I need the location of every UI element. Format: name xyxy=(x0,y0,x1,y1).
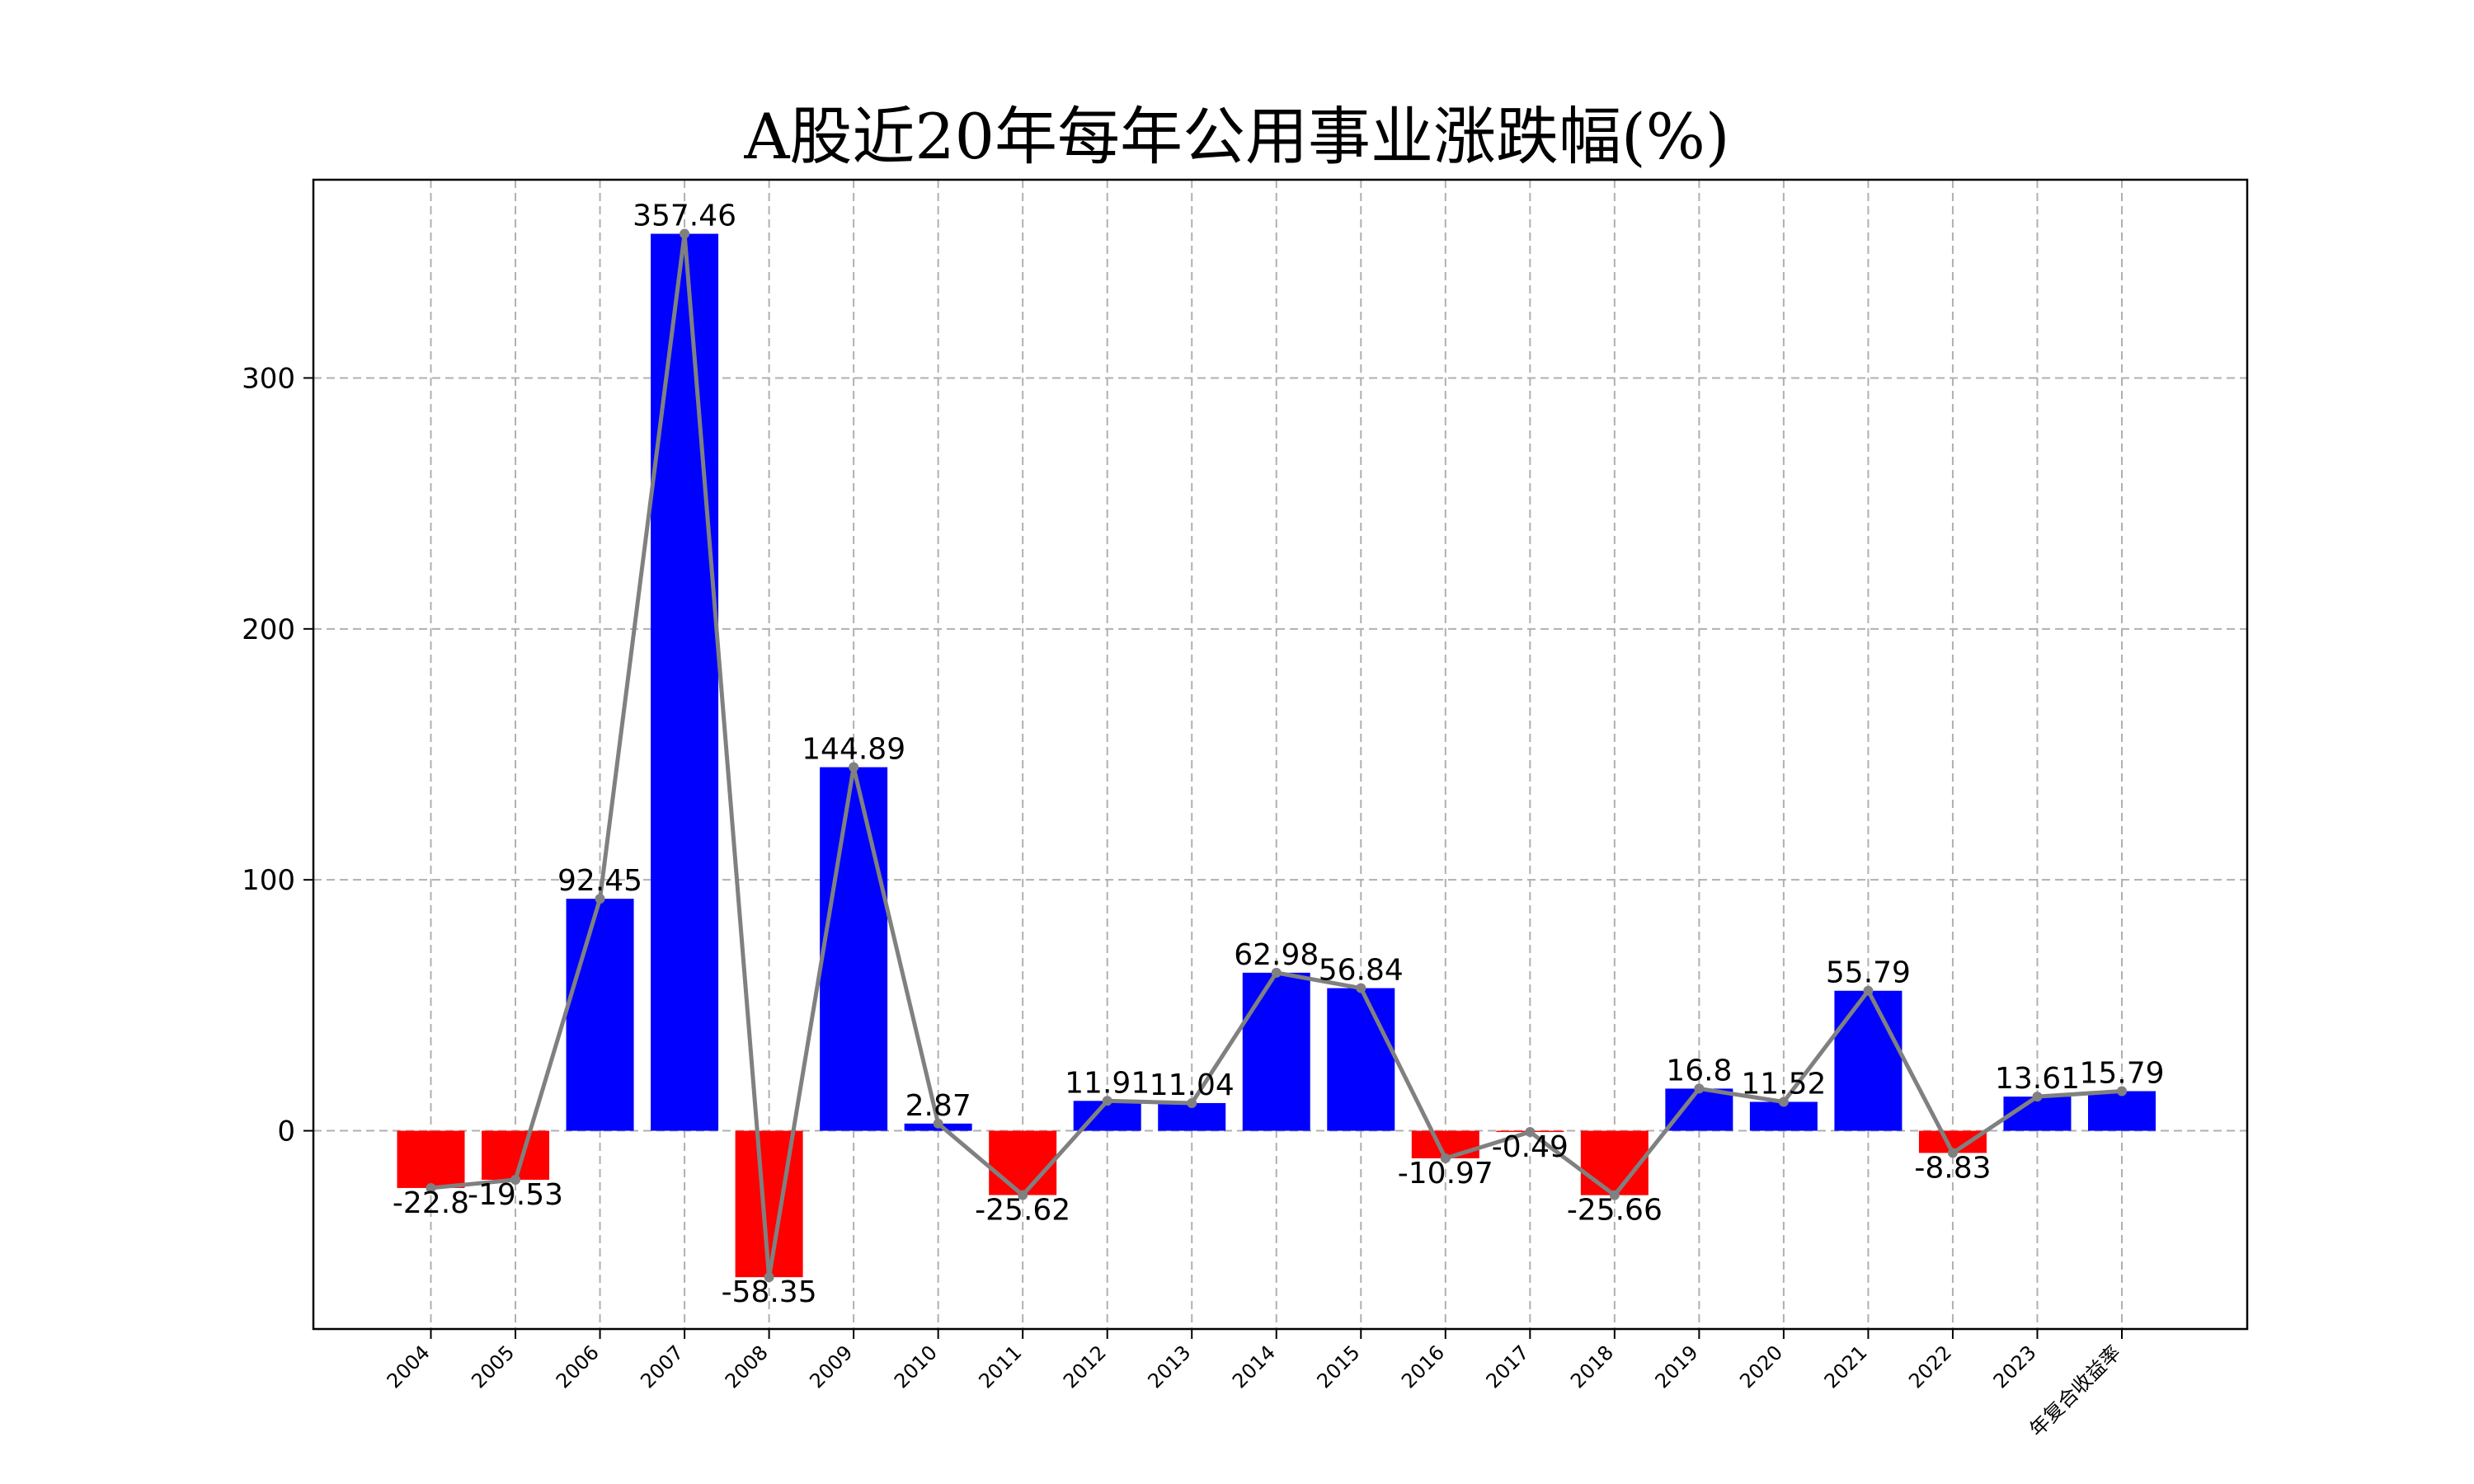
y-tick-label: 0 xyxy=(277,1115,295,1148)
data-label: 144.89 xyxy=(802,733,905,767)
x-tick-label: 2019 xyxy=(1651,1341,1703,1392)
trend-point xyxy=(1609,1190,1620,1200)
x-tick-label: 2018 xyxy=(1566,1341,1618,1392)
trend-point xyxy=(764,1272,774,1283)
data-label: 11.52 xyxy=(1741,1067,1826,1101)
data-label: -25.62 xyxy=(975,1194,1070,1228)
x-tick-label: 2013 xyxy=(1143,1341,1195,1392)
data-label: -8.83 xyxy=(1914,1151,1991,1185)
trend-point xyxy=(1187,1097,1197,1108)
data-label: 92.45 xyxy=(557,864,642,898)
data-label: -19.53 xyxy=(468,1178,563,1212)
bar-2018 xyxy=(1580,1130,1649,1195)
bar-2021 xyxy=(1834,990,1903,1131)
bar-2004 xyxy=(397,1130,465,1188)
y-tick-label: 200 xyxy=(242,613,295,646)
x-tick-label: 2010 xyxy=(890,1341,942,1392)
data-label: 16.8 xyxy=(1666,1054,1732,1087)
trend-point xyxy=(680,228,690,239)
overlay-line xyxy=(426,228,2127,1283)
trend-point xyxy=(1440,1153,1451,1163)
data-label: -10.97 xyxy=(1398,1157,1493,1190)
data-label: 56.84 xyxy=(1319,954,1404,988)
data-label: 11.91 xyxy=(1065,1066,1150,1100)
x-tick-label: 2007 xyxy=(636,1341,688,1392)
bar-2014 xyxy=(1242,972,1310,1131)
data-label: -25.66 xyxy=(1567,1194,1663,1228)
trend-point xyxy=(2032,1092,2043,1102)
data-label: 13.61 xyxy=(1995,1062,2080,1096)
trend-point xyxy=(849,762,859,773)
axes: 0 100 200 300 2004 2005 2006 2007 2008 2009 2010 20… xyxy=(242,178,2249,1441)
trend-point xyxy=(1778,1097,1789,1107)
bars xyxy=(397,233,2156,1278)
trend-point xyxy=(1018,1190,1028,1200)
trend-point xyxy=(426,1182,436,1193)
x-tick-label: 2021 xyxy=(1820,1341,1872,1392)
plot-frame xyxy=(312,178,2249,1331)
x-tick-label: 2004 xyxy=(383,1341,435,1392)
data-labels: -22.8-19.53 92.45 357.46 -58.35 144.89 2.87 -2… xyxy=(393,200,2165,1310)
data-label: -22.8 xyxy=(393,1186,469,1220)
bar-2019 xyxy=(1665,1088,1733,1131)
x-tick-label: 2005 xyxy=(467,1341,519,1392)
y-tick-label: 300 xyxy=(242,362,295,395)
data-label: 2.87 xyxy=(905,1089,971,1123)
trend-point xyxy=(1271,967,1282,978)
bar-2015 xyxy=(1327,988,1395,1131)
trend-point xyxy=(1525,1127,1536,1138)
data-label: 357.46 xyxy=(633,200,736,233)
trend-point xyxy=(595,894,605,904)
x-tick-label: 2006 xyxy=(552,1341,604,1392)
bar-2007 xyxy=(651,233,719,1131)
bar-2011 xyxy=(989,1130,1057,1195)
x-tick-label: 2020 xyxy=(1735,1341,1787,1392)
data-label: 11.04 xyxy=(1150,1068,1235,1102)
x-tick-label: 2009 xyxy=(805,1341,857,1392)
data-label: 62.98 xyxy=(1234,938,1319,972)
x-tick-label: 2011 xyxy=(974,1341,1026,1392)
trend-point xyxy=(1947,1148,1958,1158)
bar-年复合收益率 xyxy=(2088,1091,2156,1131)
trend-point xyxy=(1863,985,1874,996)
x-tick-label: 2008 xyxy=(721,1341,773,1392)
y-tick-label: 100 xyxy=(242,864,295,897)
data-label: -58.35 xyxy=(722,1275,817,1309)
data-label: 55.79 xyxy=(1826,956,1911,990)
trend-point xyxy=(2117,1086,2127,1097)
x-tick-label: 2017 xyxy=(1482,1341,1534,1392)
bar-2006 xyxy=(566,899,634,1131)
bar-2009 xyxy=(820,767,888,1131)
x-tick-label: 2015 xyxy=(1313,1341,1365,1392)
trend-point xyxy=(1102,1096,1112,1106)
x-tick-label: 2022 xyxy=(1904,1341,1956,1392)
trend-point xyxy=(933,1118,943,1129)
trend-point xyxy=(1694,1083,1705,1094)
data-label: 15.79 xyxy=(2079,1056,2164,1090)
x-tick-label: 年复合收益率 xyxy=(2025,1341,2126,1441)
x-tick-label: 2016 xyxy=(1397,1341,1449,1392)
bar-2005 xyxy=(482,1130,550,1180)
data-label: -0.49 xyxy=(1492,1130,1569,1164)
x-tick-label: 2023 xyxy=(1989,1341,2041,1392)
trend-point xyxy=(1356,983,1366,993)
x-tick-label: 2012 xyxy=(1059,1341,1111,1392)
trend-point xyxy=(510,1174,521,1185)
x-tick-label: 2014 xyxy=(1228,1341,1280,1392)
chart-title: A股近20年每年公用事业涨跌幅(%) xyxy=(743,100,1729,173)
